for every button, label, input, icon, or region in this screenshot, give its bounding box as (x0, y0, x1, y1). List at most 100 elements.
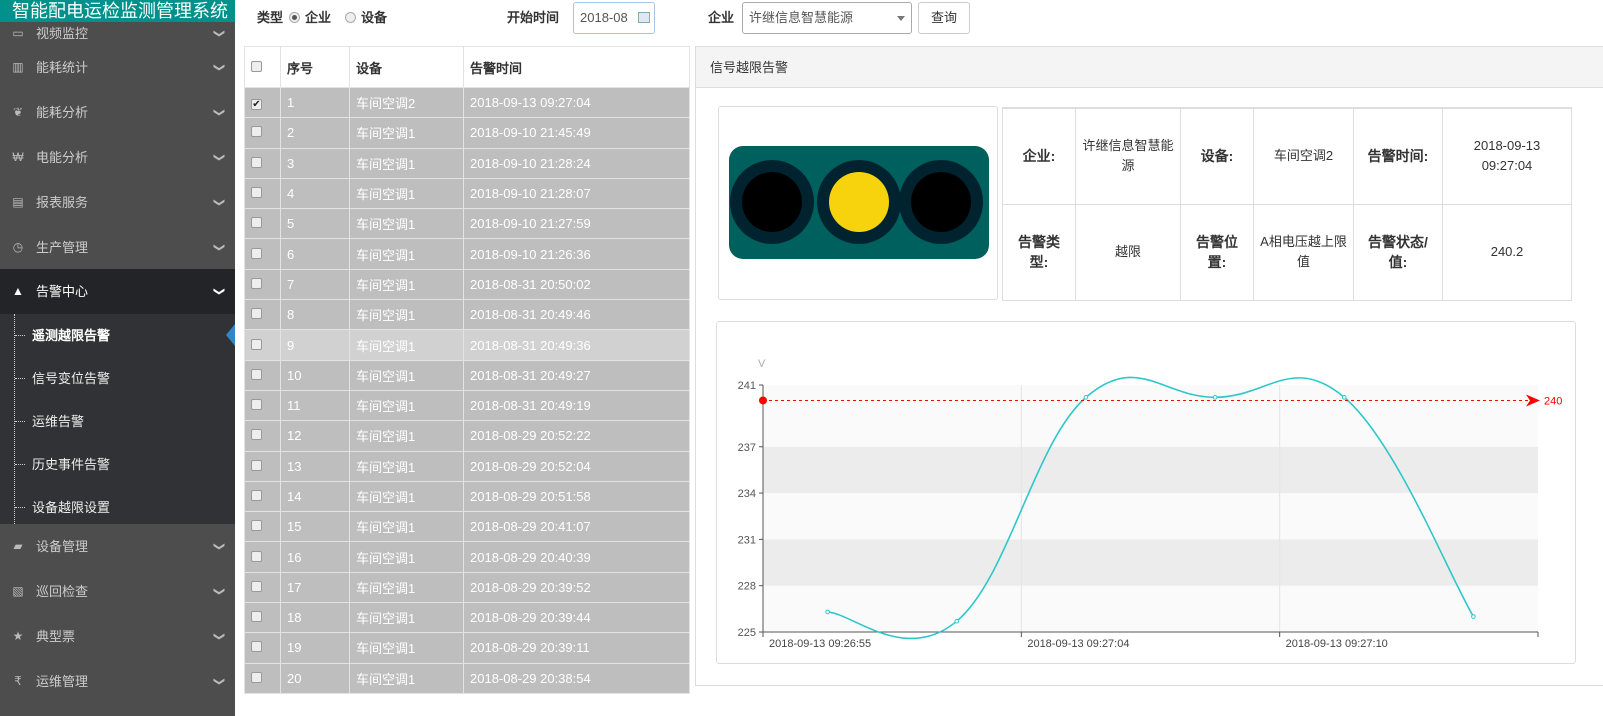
row-checkbox[interactable] (251, 368, 262, 380)
chevron-down-icon[interactable]: ❯ (212, 242, 225, 253)
company-select[interactable]: 许继信息智慧能源 (742, 2, 912, 34)
submenu-item-2[interactable]: 运维告警 (0, 400, 235, 443)
table-row[interactable]: 16 车间空调1 2018-08-29 20:40:39 (244, 541, 690, 573)
chevron-down-icon[interactable]: ❯ (212, 586, 225, 597)
yen-icon: ₩ (12, 150, 24, 164)
table-row[interactable]: 12 车间空调1 2018-08-29 20:52:22 (244, 420, 690, 452)
row-checkbox[interactable] (251, 671, 262, 683)
cell-device: 车间空调1 (349, 662, 464, 694)
cell-device: 车间空调1 (349, 602, 464, 634)
row-checkbox[interactable] (251, 156, 262, 168)
sidebar-item-label: 能耗统计 (36, 60, 89, 75)
markline-label: 240 (1544, 395, 1562, 407)
row-checkbox[interactable] (251, 308, 262, 320)
select-all-checkbox[interactable] (251, 60, 262, 72)
row-checkbox[interactable] (251, 187, 262, 199)
row-checkbox[interactable] (251, 490, 262, 501)
chevron-down-icon[interactable]: ❯ (212, 541, 225, 552)
chevron-down-icon[interactable]: ❯ (212, 62, 225, 73)
chevron-down-icon[interactable]: ❯ (212, 676, 225, 687)
sidebar-item-2[interactable]: ❦ 能耗分析 ❯ (0, 90, 235, 135)
cell-time: 2018-08-29 20:41:07 (463, 511, 690, 543)
row-checkbox[interactable] (251, 399, 262, 411)
sidebar-item-5[interactable]: ◷ 生产管理 ❯ (0, 225, 235, 270)
grid-band (763, 539, 1538, 586)
cell-time: 2018-08-29 20:52:04 (463, 450, 690, 482)
chevron-down-icon[interactable]: ❯ (212, 631, 225, 642)
alarm-status-value: 240.2 (1442, 203, 1572, 301)
table-row[interactable]: 14 车间空调1 2018-08-29 20:51:58 (244, 480, 690, 513)
row-checkbox[interactable] (251, 217, 262, 229)
cell-index: 9 (280, 329, 350, 361)
sidebar-item-3[interactable]: ₩ 电能分析 ❯ (0, 135, 235, 180)
x-tick-label: 2018-09-13 09:26:55 (769, 638, 871, 650)
cell-time: 2018-09-10 21:45:49 (463, 117, 690, 149)
row-checkbox[interactable]: ✔ (251, 99, 262, 111)
table-row[interactable]: 6 车间空调1 2018-09-10 21:26:36 (244, 238, 690, 270)
row-checkbox[interactable] (251, 611, 262, 623)
table-row[interactable]: 15 车间空调1 2018-08-29 20:41:07 (244, 511, 690, 543)
panel-title: 信号越限告警 (696, 47, 1603, 88)
row-checkbox[interactable] (251, 520, 262, 532)
submenu-item-1[interactable]: 信号变位告警 (0, 357, 235, 400)
sidebar-item-6[interactable]: ▲ 告警中心 ❯ (0, 269, 235, 314)
cell-index: 13 (280, 450, 350, 482)
alarm-info-table: 企业: 许继信息智慧能源 设备: 车间空调2 告警时间: 2018-09-13 … (1002, 107, 1572, 301)
sidebar-item-7[interactable]: ▰ 设备管理 ❯ (0, 524, 235, 569)
submenu-item-4[interactable]: 设备越限设置 (0, 486, 235, 529)
submenu-item-3[interactable]: 历史事件告警 (0, 443, 235, 486)
data-point (825, 609, 830, 615)
table-row[interactable]: ✔ 1 车间空调2 2018-09-13 09:27:04 (244, 86, 690, 119)
cell-time: 2018-09-10 21:28:07 (463, 177, 690, 210)
cell-device: 车间空调1 (349, 450, 464, 482)
submenu-item-0[interactable]: 遥测越限告警 (0, 314, 235, 357)
radio-company[interactable] (289, 12, 301, 23)
table-row[interactable]: 7 车间空调1 2018-08-31 20:50:02 (244, 268, 690, 301)
table-row[interactable]: 13 车间空调1 2018-08-29 20:52:04 (244, 450, 690, 482)
row-checkbox[interactable] (251, 580, 262, 592)
chevron-down-icon[interactable]: ❯ (212, 197, 225, 208)
row-checkbox[interactable] (251, 126, 262, 138)
row-checkbox[interactable] (251, 459, 262, 471)
sidebar-item-9[interactable]: ★ 典型票 ❯ (0, 614, 235, 659)
table-row[interactable]: 18 车间空调1 2018-08-29 20:39:44 (244, 602, 690, 634)
table-row[interactable]: 20 车间空调1 2018-08-29 20:38:54 (244, 662, 690, 694)
row-checkbox[interactable] (251, 429, 262, 441)
sidebar-item-1[interactable]: ▥ 能耗统计 ❯ (0, 45, 235, 90)
calendar-icon[interactable] (638, 12, 650, 23)
sidebar-item-8[interactable]: ▧ 巡回检查 ❯ (0, 569, 235, 614)
markline-start (759, 396, 767, 405)
table-row[interactable]: 11 车间空调1 2018-08-31 20:49:19 (244, 389, 690, 422)
sidebar-item-0[interactable]: ▭ 视频监控 ❯ (0, 22, 235, 45)
chevron-down-icon[interactable]: ❯ (212, 107, 225, 118)
table-row[interactable]: 9 车间空调1 2018-08-31 20:49:36 (244, 329, 690, 361)
table-row[interactable]: 3 车间空调1 2018-09-10 21:28:24 (244, 147, 690, 179)
radio-device[interactable] (345, 12, 357, 23)
table-row[interactable]: 5 车间空调1 2018-09-10 21:27:59 (244, 208, 690, 240)
table-row[interactable]: 19 车间空调1 2018-08-29 20:39:11 (244, 632, 690, 664)
data-point (1471, 614, 1476, 619)
cell-device: 车间空调1 (349, 208, 464, 240)
table-row[interactable]: 2 车间空调1 2018-09-10 21:45:49 (244, 117, 690, 149)
sidebar-item-label: 能耗分析 (36, 105, 89, 120)
query-button[interactable]: 查询 (918, 2, 970, 34)
row-checkbox[interactable] (251, 338, 262, 350)
data-point (1212, 395, 1218, 400)
y-tick-label: 228 (738, 581, 756, 593)
sidebar-item-10[interactable]: ₹ 运维管理 ❯ (0, 659, 235, 704)
chevron-down-icon[interactable]: ❯ (212, 28, 225, 39)
row-checkbox[interactable] (251, 641, 262, 653)
table-row[interactable]: 10 车间空调1 2018-08-31 20:49:27 (244, 359, 690, 391)
chevron-down-icon[interactable]: ❯ (212, 152, 225, 163)
table-row[interactable]: 8 车间空调1 2018-08-31 20:49:46 (244, 299, 690, 331)
sidebar-item-4[interactable]: ▤ 报表服务 ❯ (0, 180, 235, 225)
table-row[interactable]: 4 车间空调1 2018-09-10 21:28:07 (244, 177, 690, 210)
table-row[interactable]: 17 车间空调1 2018-08-29 20:39:52 (244, 571, 690, 604)
alarm-time-value: 2018-09-13 09:27:04 (1442, 107, 1572, 205)
start-time-input[interactable]: 2018-08 (573, 2, 655, 34)
chevron-down-icon[interactable]: ❯ (212, 286, 225, 297)
row-checkbox[interactable] (251, 247, 262, 259)
row-checkbox[interactable] (251, 277, 262, 289)
row-checkbox[interactable] (251, 550, 262, 562)
